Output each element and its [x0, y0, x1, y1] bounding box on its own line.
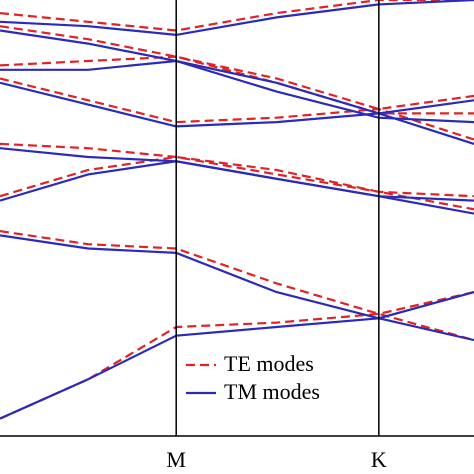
- band: [0, 142, 474, 198]
- band: [0, 29, 474, 115]
- legend-label: TE modes: [224, 351, 314, 376]
- band: [0, 55, 474, 115]
- band: [0, 0, 474, 37]
- band: [0, 77, 474, 141]
- legend-label: TM modes: [224, 379, 320, 404]
- band: [0, 155, 474, 211]
- band: [0, 0, 474, 32]
- x-tick-label: M: [166, 447, 186, 472]
- band: [0, 291, 474, 420]
- legend-box: [182, 348, 354, 412]
- band: [0, 230, 474, 342]
- band: [0, 25, 474, 111]
- band: [0, 234, 474, 342]
- x-tick-label: K: [371, 447, 387, 472]
- band: [0, 147, 474, 202]
- band: [0, 59, 474, 124]
- band: [0, 160, 474, 215]
